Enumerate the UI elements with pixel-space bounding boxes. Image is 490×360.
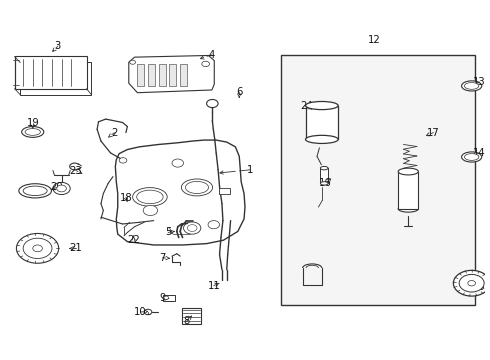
Bar [159,64,166,86]
Ellipse shape [462,152,482,162]
Bar [305,105,338,139]
Ellipse shape [462,81,482,91]
Circle shape [23,238,52,258]
Text: 18: 18 [120,193,132,203]
Circle shape [172,159,184,167]
Text: 24: 24 [300,101,313,111]
Circle shape [202,61,209,67]
Bar [219,189,230,194]
Bar [320,168,328,183]
Ellipse shape [185,181,209,194]
Text: 10: 10 [134,307,147,317]
Ellipse shape [465,154,479,160]
Text: 21: 21 [70,243,82,253]
Bar [15,57,87,89]
Ellipse shape [133,188,167,206]
Circle shape [57,185,66,192]
Text: 3: 3 [54,41,61,51]
Text: 4: 4 [208,50,215,60]
Text: 14: 14 [473,148,486,158]
Ellipse shape [23,186,47,195]
Bar [398,171,418,209]
Ellipse shape [137,190,163,204]
Circle shape [143,205,158,216]
Ellipse shape [465,82,479,89]
Text: 6: 6 [236,87,243,97]
Text: 11: 11 [207,280,220,291]
PathPatch shape [115,140,245,245]
Text: 12: 12 [368,35,381,45]
Circle shape [184,222,201,234]
Text: 20: 20 [50,183,63,193]
Bar [20,62,91,95]
Circle shape [119,158,127,163]
Text: 1: 1 [246,165,253,175]
Circle shape [164,296,169,300]
Circle shape [453,270,490,296]
Bar [281,55,475,305]
Ellipse shape [22,126,44,138]
Text: 13: 13 [473,77,486,87]
Ellipse shape [320,166,328,170]
Ellipse shape [305,135,338,143]
Ellipse shape [181,179,213,196]
Ellipse shape [398,205,418,212]
Bar [148,64,155,86]
Text: 7: 7 [159,253,166,263]
Circle shape [130,60,136,64]
Circle shape [208,221,220,229]
Text: 16: 16 [319,179,332,188]
Text: 8: 8 [183,316,190,327]
Bar [163,295,175,301]
PathPatch shape [129,55,214,93]
Text: 19: 19 [26,118,39,128]
Ellipse shape [320,182,328,185]
Circle shape [207,99,218,108]
Text: 15: 15 [473,282,486,292]
Circle shape [468,280,475,286]
Bar [137,64,144,86]
Bar [169,64,176,86]
Circle shape [459,274,484,292]
Bar [180,64,187,86]
Text: 22: 22 [127,235,140,245]
Circle shape [17,234,59,263]
Ellipse shape [305,102,338,109]
Text: 5: 5 [165,228,172,238]
Bar [182,307,201,324]
Text: 17: 17 [427,128,440,138]
Ellipse shape [25,129,41,135]
Text: 23: 23 [70,166,82,176]
Circle shape [187,225,197,231]
Circle shape [144,309,152,315]
Ellipse shape [398,168,418,175]
Text: 9: 9 [159,293,166,303]
Circle shape [53,183,70,194]
Ellipse shape [19,184,51,198]
Text: 2: 2 [111,128,118,138]
Circle shape [33,245,42,252]
